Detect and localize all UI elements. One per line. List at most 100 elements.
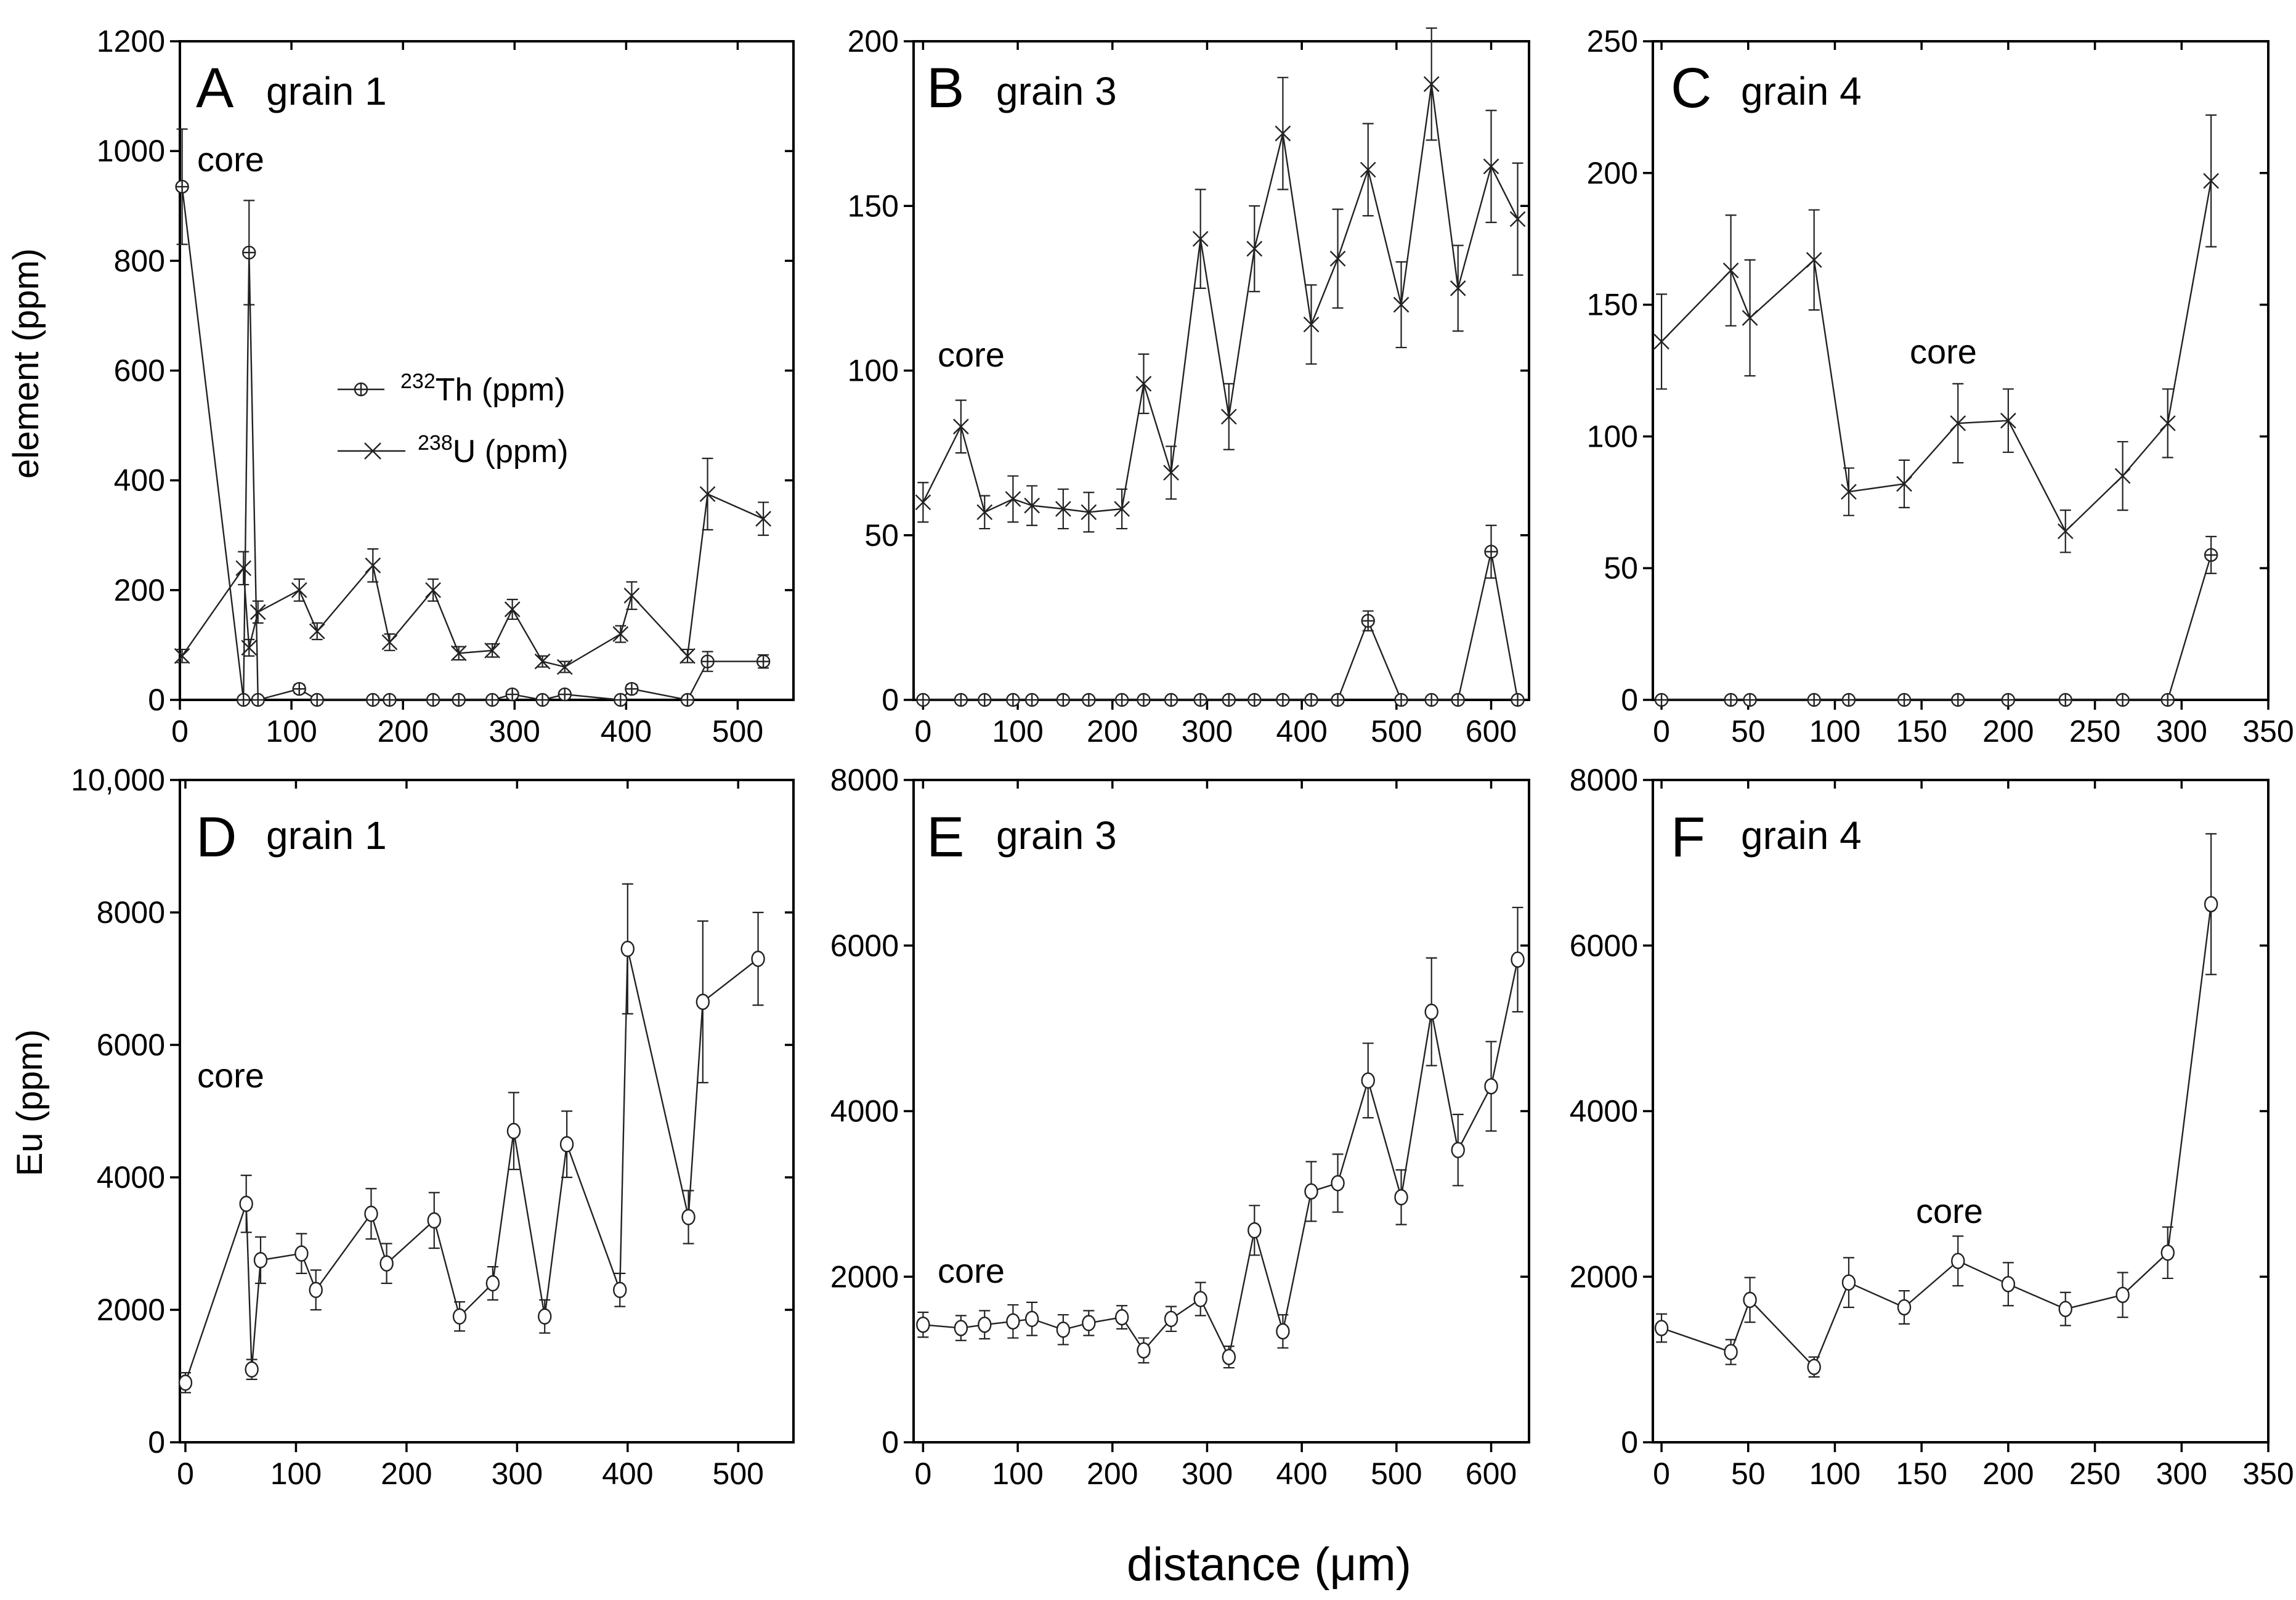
- panel-d-y-tick-label: 2000: [97, 1293, 165, 1327]
- panel-e-x-tick-label: 500: [1371, 1456, 1422, 1491]
- panel-f-eu-point: [1724, 1344, 1738, 1360]
- panel-d-eu-point: [681, 1209, 696, 1225]
- panel-c-u-point: [1742, 310, 1758, 326]
- panel-b-th-point: [1082, 692, 1096, 707]
- panel-b-x-tick-label: 200: [1087, 714, 1138, 749]
- panel-b-th-point: [1424, 692, 1438, 707]
- panel-c-th-point: [1654, 692, 1669, 707]
- panel-e-letter: E: [927, 806, 964, 869]
- panel-b-u-point: [1081, 504, 1097, 521]
- panel-f-y-tick-label: 8000: [1570, 763, 1638, 797]
- panel-b-u-marker-stroke: [1246, 240, 1263, 257]
- panel-a-th-point: [700, 654, 715, 668]
- panel-c-plot: [1653, 114, 2219, 707]
- panel-b-u-point: [1509, 211, 1526, 227]
- panel-e-eu-point: [1164, 1310, 1178, 1327]
- panel-b-u-marker-stroke: [915, 494, 931, 511]
- panel-b-th-point: [1451, 692, 1465, 707]
- panel-e-y-tick-label: 6000: [830, 928, 899, 963]
- panel-d-eu-point: [452, 1308, 467, 1325]
- panel-a-y-tick-label: 600: [114, 354, 165, 388]
- panel-c-u-point: [2159, 415, 2176, 431]
- panel-e-eu-point: [1331, 1175, 1345, 1192]
- panel-a-u-marker-stroke: [241, 640, 258, 656]
- panel-c-u-marker-stroke: [1722, 262, 1739, 278]
- panel-b-u-point: [1005, 491, 1021, 507]
- panel-a-th-point: [535, 692, 550, 707]
- panel-f-core-label: core: [1916, 1192, 1983, 1230]
- panel-a-u-marker-stroke: [534, 653, 551, 670]
- panel-a-th-point: [505, 687, 519, 702]
- panel-a-th-point: [680, 692, 695, 707]
- panel-e-x-tick-label: 600: [1466, 1456, 1517, 1491]
- panel-c-th-point: [2001, 692, 2016, 707]
- panel-e-x-tick-label: 300: [1182, 1456, 1233, 1491]
- panel-c-u-point: [2114, 468, 2131, 484]
- panel-b-u-marker-stroke: [1303, 316, 1320, 333]
- panel-f-x-tick-label: 50: [1731, 1456, 1766, 1491]
- panel-e-eu-point: [1424, 1004, 1438, 1020]
- panel-d: 0 100 200 300 400 5000200040006000800010,000 …: [71, 763, 795, 1491]
- panel-d-grain-label: grain 1: [266, 813, 387, 858]
- panel-c-y-tick-label: 150: [1587, 288, 1638, 322]
- panel-b-u-point: [915, 494, 931, 511]
- panel-b-u-marker-stroke: [1329, 250, 1346, 267]
- panel-c-u-point: [2000, 412, 2016, 429]
- panel-e-x-tick-label: 200: [1087, 1456, 1138, 1491]
- panel-e-eu-line: [923, 959, 1519, 1360]
- panel-e-eu-point: [978, 1316, 992, 1333]
- panel-b-u-point: [1163, 465, 1179, 481]
- panel-b-y-tick-label: 50: [864, 518, 899, 553]
- panel-a-u-point: [556, 659, 573, 675]
- panel-b-th-point: [1394, 692, 1408, 707]
- panel-c-u-point: [1653, 333, 1669, 350]
- panel-a-th-point: [310, 692, 324, 707]
- panel-b-u-marker-stroke: [1163, 465, 1179, 481]
- y-axis-title-bottom: Eu (ppm): [10, 1029, 50, 1177]
- panel-c-core-label: core: [1910, 332, 1977, 371]
- panel-b-u-point: [1192, 230, 1209, 247]
- panel-a-core-label: core: [197, 140, 264, 179]
- panel-e-eu-point: [1276, 1323, 1290, 1340]
- panel-a-x-tick-label: 500: [712, 714, 763, 749]
- panel-a-u-marker-stroke: [755, 511, 771, 527]
- panel-b-th-point: [1511, 692, 1525, 707]
- panel-a-u-marker-stroke: [504, 601, 521, 617]
- legend-th-superscript: 232: [400, 370, 436, 393]
- panel-b-x-tick-label: 400: [1276, 714, 1327, 749]
- panel-b-th-point: [916, 692, 930, 707]
- panel-b-u-line: [922, 84, 1519, 513]
- panel-a-y-tick-label: 800: [114, 243, 165, 278]
- legend-th-text: Th (ppm): [436, 372, 566, 408]
- panel-c-th-point: [2160, 692, 2175, 707]
- panel-a-th-point: [175, 179, 189, 194]
- panel-b-u-marker-stroke: [1509, 211, 1526, 227]
- panel-a-u-point: [425, 582, 441, 598]
- panel-d-letter: D: [196, 806, 237, 869]
- panel-e-eu-point: [1451, 1142, 1465, 1158]
- panel-f-eu-point: [2001, 1276, 2016, 1293]
- panel-c-u-marker-stroke: [1841, 484, 1857, 500]
- panel-f-y-tick-label: 0: [1621, 1425, 1638, 1460]
- panel-f-eu-point: [1897, 1299, 1912, 1316]
- panel-b-u-marker-stroke: [1081, 504, 1097, 521]
- panel-b-u-point: [952, 418, 969, 435]
- panel-c-u-marker-stroke: [1896, 476, 1912, 492]
- panel-a-u-point: [755, 511, 771, 527]
- panel-d-x-tick-label: 300: [492, 1456, 543, 1491]
- panel-a-th-point: [614, 692, 628, 707]
- panel-a-th-point: [452, 692, 466, 707]
- panel-d-eu-point: [178, 1375, 193, 1391]
- panel-d-x-tick-label: 400: [602, 1456, 653, 1491]
- panel-e-eu-point: [1056, 1322, 1071, 1338]
- panel-f: 0 50 100 150 200 250 300 350 0 2000 4000 6000 8000 F…: [1570, 763, 2294, 1491]
- panel-a-th-point: [292, 681, 306, 696]
- panel-d-x-tick-label: 0: [177, 1456, 194, 1491]
- panel-a-th-point: [558, 687, 572, 702]
- panel-d-y-tick-label: 0: [148, 1425, 165, 1460]
- panel-b-u-point: [1246, 240, 1263, 257]
- panel-d-eu-point: [364, 1205, 378, 1222]
- panel-b-ticks: 0 100 200 300 400 500 600 0 50 100 150 200: [848, 24, 1529, 749]
